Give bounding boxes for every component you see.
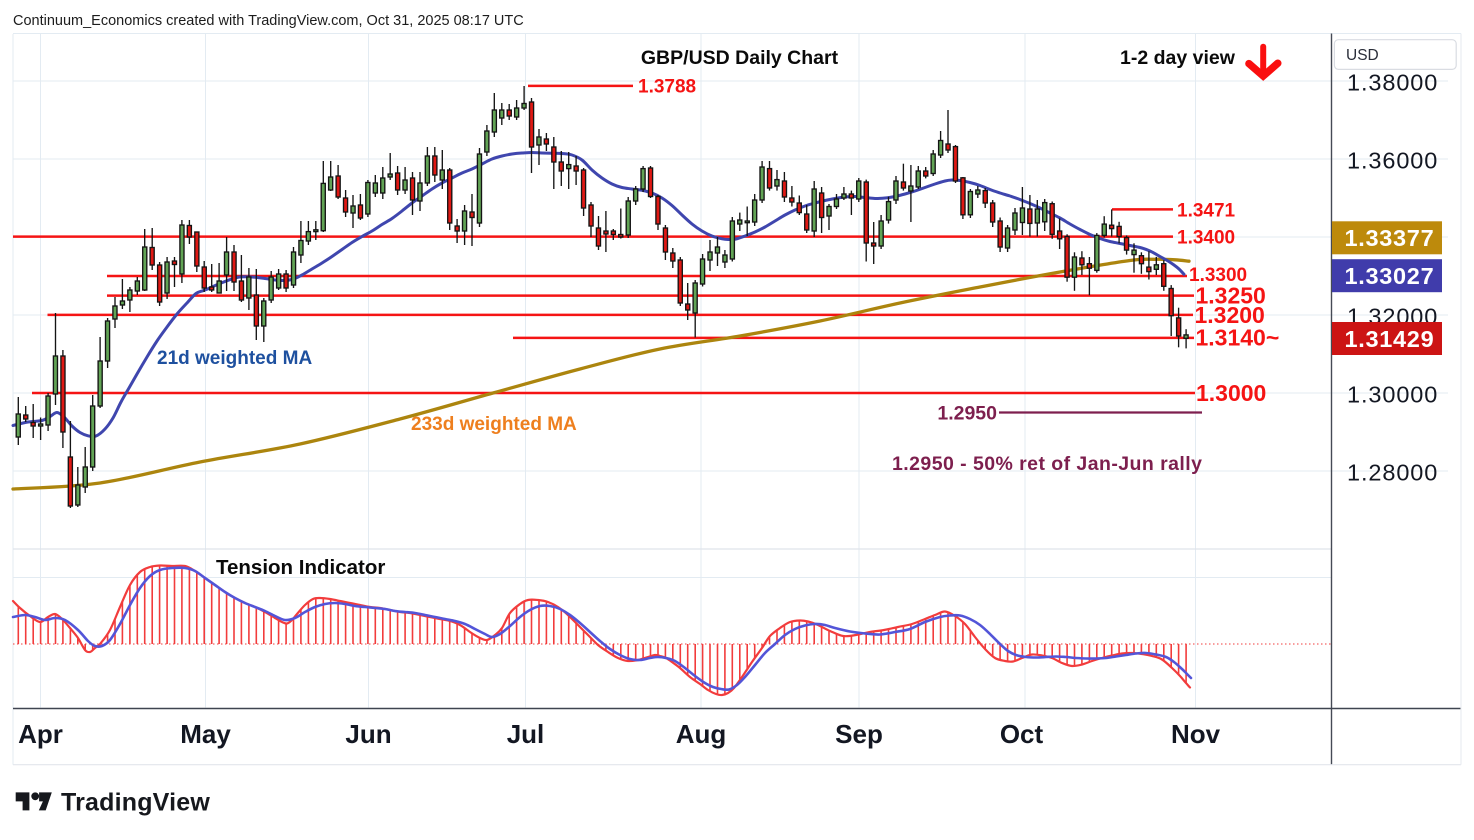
svg-text:TradingView: TradingView	[61, 789, 210, 817]
svg-text:Nov: Nov	[1171, 719, 1221, 749]
svg-text:1.33027: 1.33027	[1345, 263, 1435, 289]
svg-text:Apr: Apr	[18, 719, 63, 749]
svg-text:1.3300: 1.3300	[1189, 265, 1247, 286]
svg-text:May: May	[180, 719, 231, 749]
svg-text:1.36000: 1.36000	[1347, 147, 1438, 173]
svg-text:Continuum_Economics created wi: Continuum_Economics created with Trading…	[13, 13, 524, 29]
svg-text:233d weighted MA: 233d weighted MA	[411, 414, 577, 435]
svg-text:1.2950: 1.2950	[937, 403, 997, 425]
svg-text:1.3471: 1.3471	[1177, 201, 1236, 222]
svg-text:Jun: Jun	[345, 719, 391, 749]
svg-text:1.3400: 1.3400	[1177, 228, 1235, 249]
svg-text:Oct: Oct	[1000, 719, 1044, 749]
svg-text:GBP/USD Daily Chart: GBP/USD Daily Chart	[641, 47, 839, 69]
svg-text:1.2950 - 50% ret of Jan-Jun ra: 1.2950 - 50% ret of Jan-Jun rally	[892, 453, 1202, 475]
svg-text:21d weighted MA: 21d weighted MA	[157, 348, 312, 369]
svg-text:1.33377: 1.33377	[1345, 225, 1435, 251]
svg-text:1.3250: 1.3250	[1196, 283, 1266, 309]
svg-text:1.3200: 1.3200	[1195, 302, 1265, 328]
svg-text:1.30000: 1.30000	[1347, 381, 1438, 407]
svg-text:Aug: Aug	[676, 719, 727, 749]
svg-text:Tension Indicator: Tension Indicator	[216, 556, 385, 579]
svg-text:1.3000: 1.3000	[1196, 380, 1266, 406]
svg-text:1.3140~: 1.3140~	[1196, 325, 1280, 351]
svg-text:1-2 day view: 1-2 day view	[1120, 47, 1236, 69]
svg-text:1.38000: 1.38000	[1347, 69, 1438, 95]
svg-text:Sep: Sep	[835, 719, 883, 749]
svg-text:1.31429: 1.31429	[1345, 326, 1435, 352]
svg-text:1.3788: 1.3788	[638, 77, 696, 98]
svg-text:1.28000: 1.28000	[1347, 459, 1438, 485]
svg-text:Jul: Jul	[507, 719, 545, 749]
svg-text:USD: USD	[1346, 47, 1379, 64]
